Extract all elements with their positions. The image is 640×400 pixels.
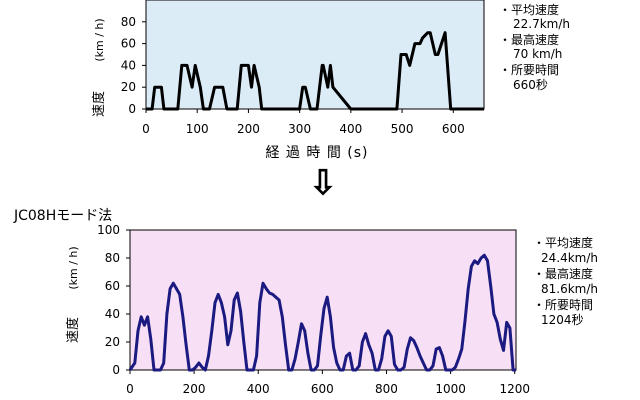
bottom-chart: JC08Hモード法 0 200 400 600 800 1000 1200 0 20 40 60 80… bbox=[13, 208, 598, 396]
top-y-tick-label: 40 bbox=[121, 58, 136, 72]
top-x-tick-label: 100 bbox=[186, 122, 209, 136]
bottom-stat-avg-value: 24.4km/h bbox=[541, 251, 598, 265]
top-speed-line bbox=[146, 31, 484, 111]
bottom-y-tick-label: 40 bbox=[105, 307, 120, 321]
top-y-tick-label: 80 bbox=[121, 15, 136, 29]
top-x-tick-label: 200 bbox=[237, 122, 260, 136]
bottom-stat-time-value: 1204秒 bbox=[541, 313, 584, 327]
top-stat-avg-label: ・平均速度 bbox=[499, 2, 559, 17]
bottom-x-tick-label: 600 bbox=[311, 382, 334, 396]
bottom-stat-time-label: ・所要時間 bbox=[533, 298, 593, 312]
bottom-x-tick-label: 1000 bbox=[435, 382, 466, 396]
top-x-tick-label: 600 bbox=[442, 122, 465, 136]
bottom-x-tick-label: 800 bbox=[375, 382, 398, 396]
top-stat-max-value: 70 km/h bbox=[513, 47, 562, 61]
bottom-y-tick-label: 60 bbox=[105, 279, 120, 293]
bottom-stat-max-label: ・最高速度 bbox=[533, 266, 593, 281]
top-stat-avg-value: 22.7km/h bbox=[513, 17, 570, 31]
bottom-x-tick-label: 200 bbox=[183, 382, 206, 396]
bottom-stat-avg-label: ・平均速度 bbox=[533, 235, 593, 250]
bottom-ylabel-jp: 速度 bbox=[65, 317, 81, 343]
bottom-x-tick-label: 1200 bbox=[499, 382, 530, 396]
top-ylabel-unit: (km / h) bbox=[93, 18, 106, 61]
top-x-tick-label: 500 bbox=[391, 122, 414, 136]
top-stat-max-label: ・最高速度 bbox=[499, 32, 559, 47]
bottom-x-tick-label: 400 bbox=[247, 382, 270, 396]
top-ticks: 0 100 200 300 400 500 600 0 20 40 60 80 bbox=[121, 15, 465, 136]
top-y-tick-label: 20 bbox=[121, 80, 136, 94]
bottom-speed-line bbox=[128, 253, 516, 372]
top-chart: 0 100 200 300 400 500 600 0 20 40 60 80 経 過 時 間 (s)… bbox=[91, 0, 570, 161]
top-x-tick-label: 400 bbox=[339, 122, 362, 136]
down-arrow-icon: ⇩ bbox=[309, 163, 338, 203]
bottom-chart-title: JC08Hモード法 bbox=[13, 208, 112, 224]
bottom-y-tick-label: 80 bbox=[105, 251, 120, 265]
top-y-tick-label: 60 bbox=[121, 37, 136, 51]
bottom-ylabel-unit: (km / h) bbox=[67, 246, 80, 289]
bottom-x-tick-label: 0 bbox=[126, 382, 134, 396]
top-stat-time-value: 660秒 bbox=[513, 78, 548, 92]
top-ylabel-jp: 速度 bbox=[91, 91, 107, 117]
top-plot-area bbox=[145, 0, 485, 110]
bottom-y-tick-label: 0 bbox=[112, 363, 120, 377]
top-x-tick-label: 0 bbox=[142, 122, 150, 136]
top-y-tick-label: 0 bbox=[128, 102, 136, 116]
top-stat-time-label: ・所要時間 bbox=[499, 63, 559, 77]
bottom-ticks: 0 200 400 600 800 1000 1200 0 20 40 60 80 100 bbox=[97, 223, 530, 396]
bottom-stat-max-value: 81.6km/h bbox=[541, 282, 598, 296]
bottom-y-tick-label: 20 bbox=[105, 335, 120, 349]
bottom-plot-area bbox=[129, 229, 517, 371]
bottom-y-tick-label: 100 bbox=[97, 223, 120, 237]
top-x-tick-label: 300 bbox=[288, 122, 311, 136]
top-xlabel: 経 過 時 間 (s) bbox=[265, 145, 368, 161]
